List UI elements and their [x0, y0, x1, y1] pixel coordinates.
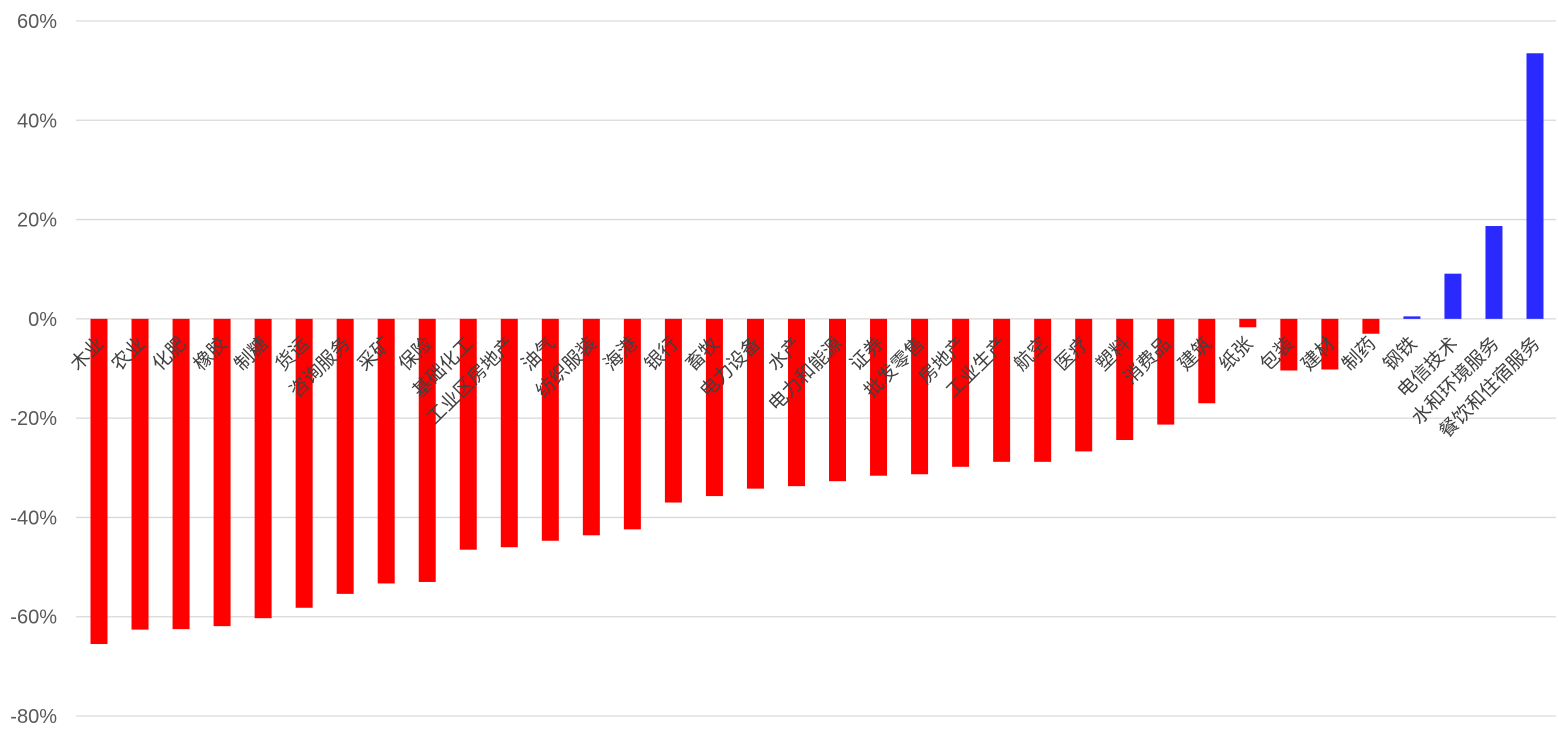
y-axis-tick-labels: 60% 40% 20% 0% -20% -40% -60% -80% — [10, 11, 57, 728]
bar — [1362, 318, 1380, 334]
bars — [90, 53, 1544, 645]
bar — [1280, 318, 1298, 371]
bar — [418, 318, 436, 582]
bar — [705, 318, 723, 497]
bar — [1321, 318, 1339, 370]
bar — [582, 318, 600, 536]
bar — [870, 318, 888, 476]
bar — [1116, 318, 1134, 440]
y-tick-label: 40% — [17, 110, 57, 132]
y-tick-label: 60% — [17, 11, 57, 33]
bar — [131, 318, 149, 630]
bar — [1198, 318, 1216, 404]
bar — [377, 318, 395, 584]
bar — [1239, 318, 1257, 328]
bar — [911, 318, 929, 475]
bar — [172, 318, 190, 630]
x-tick-label: 纸张 — [1215, 333, 1257, 375]
bar — [541, 318, 559, 541]
bar — [623, 318, 641, 530]
gridlines — [76, 20, 1556, 717]
y-tick-label: -40% — [10, 507, 57, 529]
bar — [500, 318, 518, 548]
y-tick-label: 0% — [28, 309, 57, 331]
y-tick-label: -60% — [10, 607, 57, 629]
bar — [1075, 318, 1093, 452]
bar — [1034, 318, 1052, 462]
y-tick-label: -80% — [10, 706, 57, 728]
bar — [336, 318, 354, 594]
bar — [746, 318, 764, 489]
bar — [213, 318, 231, 627]
bar — [787, 318, 805, 487]
x-tick-label: 制药 — [1338, 333, 1380, 375]
bar — [254, 318, 272, 619]
bar — [993, 318, 1011, 462]
y-tick-label: 20% — [17, 210, 57, 232]
bar — [952, 318, 970, 467]
bar — [1157, 318, 1175, 425]
bar — [90, 318, 108, 645]
bar — [1403, 316, 1421, 319]
bar — [295, 318, 313, 608]
x-axis-category-labels: 木业农业化肥橡胶制糖货运咨询服务采矿保险基础化工工业区房地产油气纺织服装海港银行… — [66, 333, 1544, 443]
bar — [829, 318, 847, 482]
bar — [1444, 273, 1462, 319]
bar — [459, 318, 477, 550]
bar — [664, 318, 682, 503]
y-tick-label: -20% — [10, 408, 57, 430]
bar — [1485, 226, 1503, 319]
bar — [1526, 53, 1544, 319]
